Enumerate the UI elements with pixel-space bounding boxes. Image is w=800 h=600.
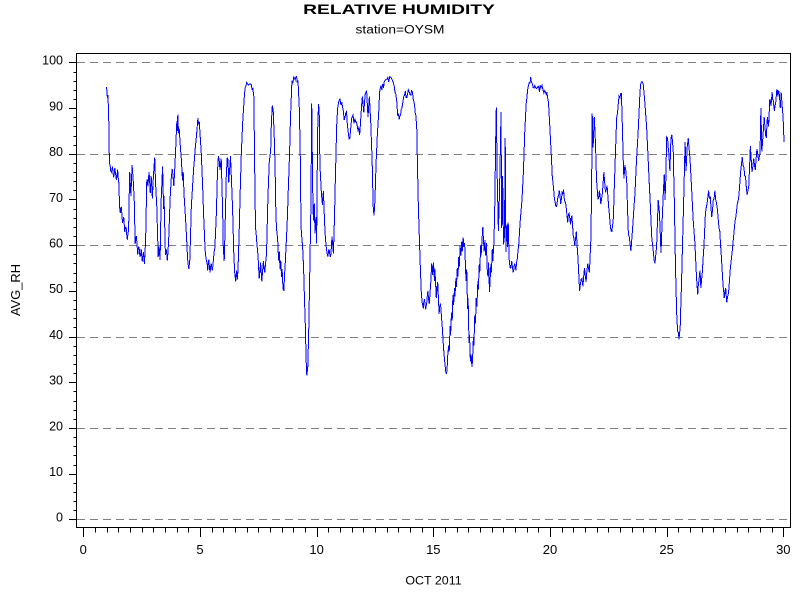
svg-text:5: 5: [196, 542, 203, 557]
svg-text:station=OYSM: station=OYSM: [356, 22, 445, 36]
svg-text:50: 50: [49, 282, 63, 296]
svg-text:10: 10: [309, 542, 323, 557]
svg-text:60: 60: [49, 237, 63, 251]
svg-text:100: 100: [42, 54, 63, 68]
svg-text:RELATIVE HUMIDITY: RELATIVE HUMIDITY: [303, 2, 495, 18]
svg-text:AVG_RH: AVG_RH: [9, 264, 23, 316]
svg-text:30: 30: [776, 542, 790, 557]
svg-text:20: 20: [543, 542, 557, 557]
svg-text:20: 20: [49, 419, 63, 433]
svg-text:0: 0: [56, 511, 63, 525]
svg-text:90: 90: [49, 99, 63, 113]
svg-text:40: 40: [49, 328, 63, 342]
svg-text:15: 15: [426, 542, 440, 557]
svg-text:OCT 2011: OCT 2011: [405, 574, 462, 588]
svg-text:25: 25: [659, 542, 673, 557]
svg-text:10: 10: [49, 465, 63, 479]
svg-text:30: 30: [49, 374, 63, 388]
svg-text:70: 70: [49, 191, 63, 205]
svg-text:80: 80: [49, 145, 63, 159]
svg-text:0: 0: [80, 542, 87, 557]
